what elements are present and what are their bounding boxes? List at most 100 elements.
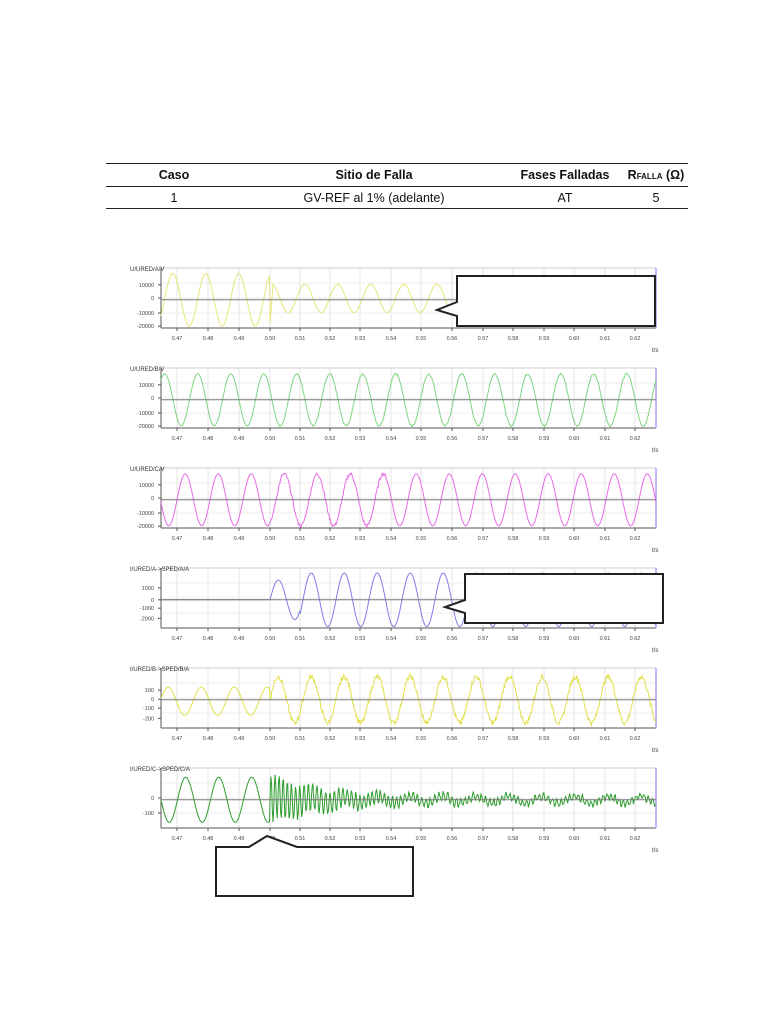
x-tick-label: 0.48: [203, 736, 214, 742]
x-tick-label: 0.59: [539, 636, 550, 642]
x-tick-label: 0.50: [265, 736, 276, 742]
rfalla-r: R: [627, 168, 637, 182]
x-tick-label: 0.51: [295, 736, 306, 742]
x-axis-label: t/s: [652, 648, 658, 654]
x-tick-label: 0.52: [325, 636, 336, 642]
x-tick-label: 0.59: [539, 536, 550, 542]
x-tick-label: 0.58: [508, 436, 519, 442]
x-tick-label: 0.49: [234, 636, 245, 642]
x-tick-label: 0.58: [508, 836, 519, 842]
y-tick-label: 0: [151, 796, 154, 802]
x-tick-label: 0.50: [265, 436, 276, 442]
x-axis-label: t/s: [652, 748, 658, 754]
x-tick-label: 0.53: [355, 636, 366, 642]
x-tick-label: 0.52: [325, 436, 336, 442]
y-tick-label: -1000: [140, 606, 154, 612]
x-tick-label: 0.56: [447, 836, 458, 842]
x-tick-label: 0.56: [447, 736, 458, 742]
x-tick-label: 0.56: [447, 536, 458, 542]
x-tick-label: 0.62: [630, 436, 641, 442]
y-axis-label: I/URED/B->SPED/B/A: [130, 667, 189, 673]
table-row: 1 GV-REF al 1% (adelante) AT 5: [106, 186, 688, 209]
x-tick-label: 0.60: [569, 436, 580, 442]
y-tick-label: 10000: [139, 483, 154, 489]
x-tick-label: 0.57: [478, 736, 489, 742]
x-tick-label: 0.48: [203, 636, 214, 642]
y-tick-label: -20000: [137, 324, 154, 330]
x-tick-label: 0.61: [600, 836, 611, 842]
x-tick-label: 0.50: [265, 636, 276, 642]
x-tick-label: 0.52: [325, 336, 336, 342]
x-tick-label: 0.61: [600, 636, 611, 642]
x-tick-label: 0.52: [325, 536, 336, 542]
x-tick-label: 0.51: [295, 336, 306, 342]
x-tick-label: 0.50: [265, 336, 276, 342]
x-tick-label: 0.55: [416, 536, 427, 542]
x-axis-label: t/s: [652, 848, 658, 854]
x-tick-label: 0.55: [416, 336, 427, 342]
rfalla-sub: FALLA: [636, 172, 663, 181]
x-axis-label: t/s: [652, 448, 658, 454]
x-tick-label: 0.48: [203, 436, 214, 442]
x-tick-label: 0.53: [355, 536, 366, 542]
x-tick-label: 0.48: [203, 836, 214, 842]
callout-box-1: [433, 275, 656, 327]
fault-case-table: Caso Sitio de Falla Fases Falladas RFALL…: [106, 163, 688, 209]
y-tick-label: 1000: [142, 586, 154, 592]
y-tick-label: -100: [143, 811, 154, 817]
cell-sitio: GV-REF al 1% (adelante): [242, 186, 506, 209]
x-axis-label: t/s: [652, 348, 658, 354]
y-tick-label: 0: [151, 496, 154, 502]
waveform-trace: [160, 673, 656, 727]
y-tick-label: 10000: [139, 283, 154, 289]
x-tick-label: 0.49: [234, 836, 245, 842]
x-tick-label: 0.49: [234, 536, 245, 542]
x-tick-label: 0.53: [355, 436, 366, 442]
x-tick-label: 0.51: [295, 836, 306, 842]
x-tick-label: 0.57: [478, 836, 489, 842]
waveform-trace: [160, 372, 657, 428]
x-tick-label: 0.60: [569, 536, 580, 542]
x-tick-label: 0.58: [508, 336, 519, 342]
rfalla-unit: (Ω): [662, 168, 685, 182]
header-rfalla: RFALLA (Ω): [624, 163, 688, 187]
waveform-plot-6: I/URED/C->SPED/C/A0-1000.470.480.490.500…: [130, 767, 658, 854]
waveform-plot-2: U/URED/B/V 10000 0 -10000 -20000 0.47 0.48 0.49…: [130, 367, 658, 454]
waveform-trace: [160, 471, 657, 529]
y-tick-label: -200: [143, 716, 154, 722]
cell-caso: 1: [106, 186, 242, 209]
x-tick-label: 0.60: [569, 736, 580, 742]
header-sitio: Sitio de Falla: [242, 163, 506, 187]
x-tick-label: 0.59: [539, 836, 550, 842]
waveform-plot-5: I/URED/B->SPED/B/A 100 0 -100 -200 0.47 0.48 0.…: [130, 667, 658, 754]
x-tick-label: 0.57: [478, 336, 489, 342]
x-tick-label: 0.62: [630, 536, 641, 542]
x-tick-label: 0.53: [355, 736, 366, 742]
x-tick-label: 0.47: [172, 536, 183, 542]
x-tick-label: 0.59: [539, 436, 550, 442]
x-tick-label: 0.58: [508, 536, 519, 542]
x-tick-label: 0.59: [539, 736, 550, 742]
y-tick-label: 0: [151, 296, 154, 302]
header-caso: Caso: [106, 163, 242, 187]
y-tick-label: 0: [151, 598, 154, 604]
y-axis-label: U/URED/B/V: [130, 367, 164, 373]
y-tick-label: -100: [143, 706, 154, 712]
x-tick-label: 0.60: [569, 636, 580, 642]
y-tick-label: 0: [151, 697, 154, 703]
x-tick-label: 0.49: [234, 736, 245, 742]
x-tick-label: 0.56: [447, 636, 458, 642]
y-tick-label: -10000: [137, 511, 154, 517]
x-tick-label: 0.61: [600, 536, 611, 542]
x-tick-label: 0.62: [630, 636, 641, 642]
x-tick-label: 0.55: [416, 636, 427, 642]
x-tick-label: 0.55: [416, 836, 427, 842]
header-fases: Fases Falladas: [506, 163, 624, 187]
y-tick-label: -20000: [137, 424, 154, 430]
x-tick-label: 0.54: [386, 836, 397, 842]
x-tick-label: 0.48: [203, 536, 214, 542]
x-axis-label: t/s: [652, 548, 658, 554]
x-tick-label: 0.58: [508, 636, 519, 642]
y-tick-label: -2000: [140, 616, 154, 622]
